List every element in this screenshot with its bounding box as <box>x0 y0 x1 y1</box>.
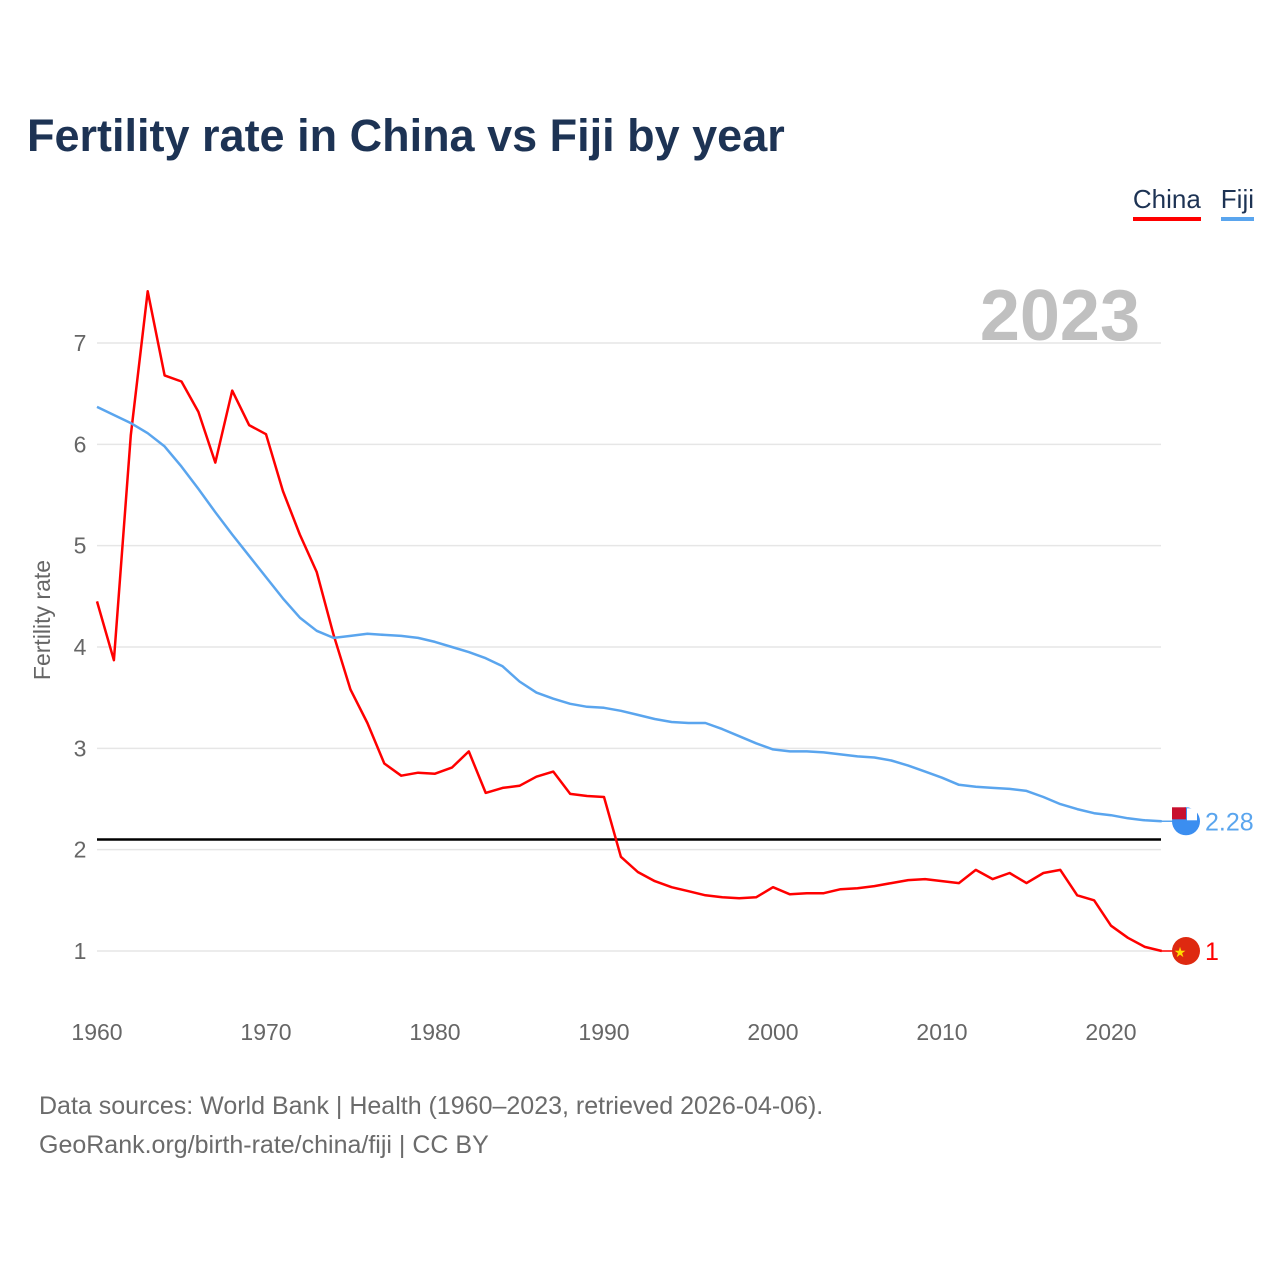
y-tick-label: 6 <box>74 431 87 457</box>
y-tick-label: 4 <box>74 634 87 660</box>
x-tick-label: 1990 <box>578 1019 629 1045</box>
x-tick-label: 2010 <box>916 1019 967 1045</box>
legend-fiji[interactable]: Fiji <box>1220 184 1254 221</box>
legend-china[interactable]: China <box>1132 184 1201 221</box>
x-tick-label: 2020 <box>1085 1019 1136 1045</box>
series-line-china <box>95 290 1162 953</box>
y-tick-label: 7 <box>74 330 87 356</box>
x-tick-label: 1980 <box>409 1019 460 1045</box>
legend: China Fiji <box>1132 184 1254 221</box>
footer: Data sources: World Bank | Health (1960–… <box>39 1087 823 1165</box>
chart-title: Fertility rate in China vs Fiji by year <box>27 110 785 161</box>
x-tick-label: 2000 <box>747 1019 798 1045</box>
source-link[interactable]: GeoRank.org/birth-rate/china/fiji <box>39 1131 392 1159</box>
shield-icon <box>1187 808 1197 821</box>
union-jack-icon <box>1172 807 1186 820</box>
end-value-label: 2.28 <box>1205 808 1254 836</box>
series-line-fiji <box>96 405 1162 823</box>
x-tick-label: 1970 <box>240 1019 291 1045</box>
y-axis-label: Fertility rate <box>29 560 55 680</box>
china-flag-icon <box>1172 937 1200 965</box>
y-tick-label: 5 <box>74 533 87 559</box>
year-label: 2023 <box>980 276 1140 356</box>
y-tick-label: 3 <box>74 735 87 761</box>
y-tick-label: 1 <box>74 938 87 964</box>
y-tick-label: 2 <box>74 837 87 863</box>
license: | CC BY <box>391 1131 489 1159</box>
end-value-label: 1 <box>1205 938 1219 966</box>
star-icon: ★ <box>1174 944 1187 960</box>
data-sources: Data sources: World Bank | Health (1960–… <box>39 1092 824 1120</box>
x-tick-label: 1960 <box>71 1019 122 1045</box>
